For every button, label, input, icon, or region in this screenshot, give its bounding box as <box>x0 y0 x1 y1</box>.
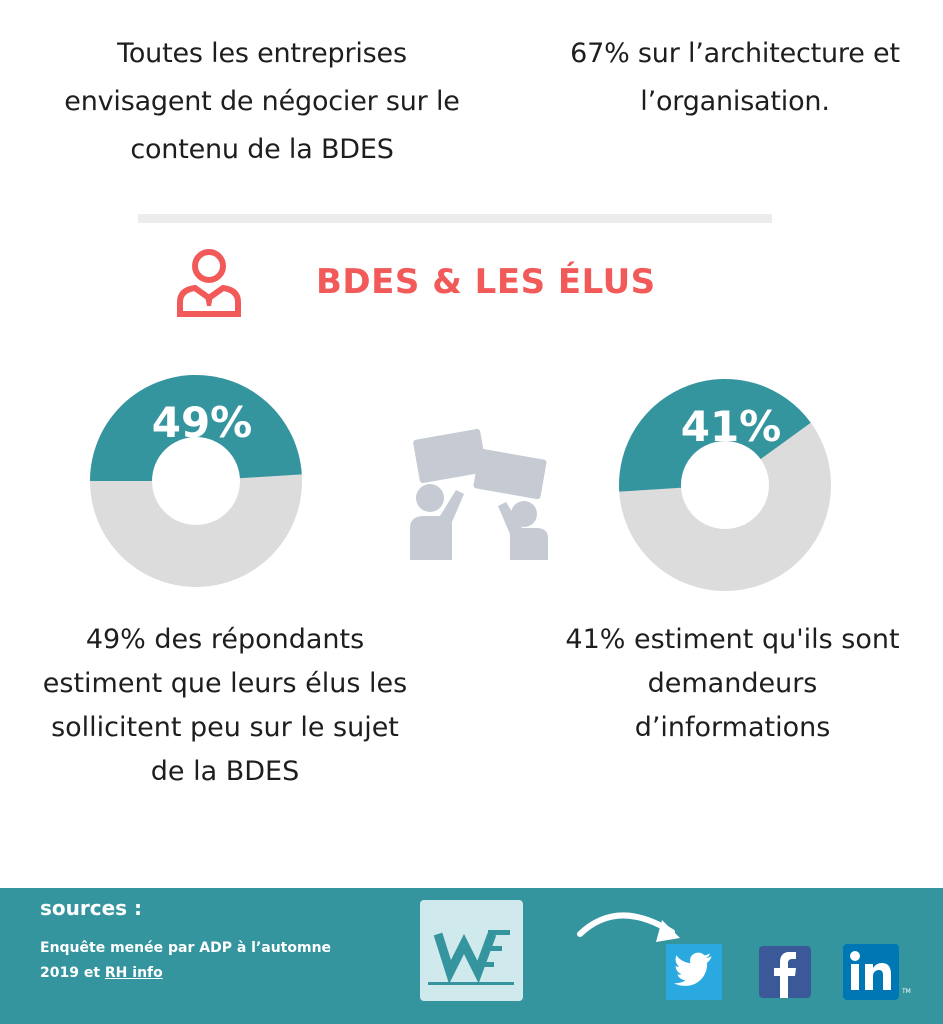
linkedin-in-glyph <box>850 951 891 990</box>
intro-left-text: Toutes les entreprises envisagent de nég… <box>64 38 460 165</box>
intro-right-text: 67% sur l’architecture et l’organisation… <box>570 38 900 117</box>
crowd-icon <box>410 428 548 560</box>
sources-text: Enquête menée par ADP à l’automne 2019 e… <box>40 936 370 986</box>
trademark-mark: TM <box>902 988 911 995</box>
twitter-icon[interactable] <box>666 944 722 1000</box>
donut-left-hole <box>152 437 240 525</box>
twitter-bird-glyph <box>673 952 712 986</box>
sources-title: sources : <box>40 896 143 920</box>
section-divider <box>138 214 772 223</box>
donut-left-slice <box>90 375 302 481</box>
arrow-icon <box>577 912 680 942</box>
stat-left-value: 49% <box>151 398 253 447</box>
logo[interactable] <box>420 900 523 1001</box>
linkedin-icon[interactable] <box>843 944 899 1000</box>
sources-link[interactable]: RH info <box>104 965 163 981</box>
logo-mark <box>428 930 514 985</box>
donut-chart-right <box>619 379 831 591</box>
stat-right-caption: 41% estiment qu'ils sont demandeurs d’in… <box>565 624 900 743</box>
person-icon <box>177 249 241 317</box>
facebook-icon[interactable] <box>759 946 811 998</box>
facebook-f-glyph <box>774 952 796 998</box>
sources-description: Enquête menée par ADP à l’automne 2019 e… <box>40 940 332 981</box>
donut-chart-left <box>90 375 302 587</box>
donut-right-hole <box>681 441 769 529</box>
stat-left-caption: 49% des répondants estiment que leurs él… <box>42 624 408 787</box>
stat-right-value: 41% <box>680 402 782 451</box>
section-title: BDES & LES ÉLUS <box>316 262 656 302</box>
donut-right-slice <box>619 379 811 492</box>
